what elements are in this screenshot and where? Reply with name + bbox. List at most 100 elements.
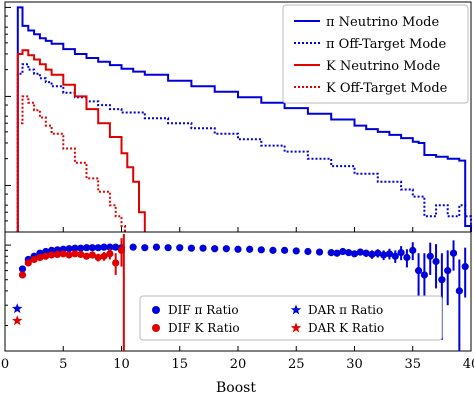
data-point	[59, 250, 67, 258]
legend-marker	[290, 304, 302, 315]
x-tick-label: 15	[171, 357, 188, 372]
data-point	[246, 245, 254, 253]
bottom-y-ticks	[5, 244, 11, 326]
data-point	[426, 252, 434, 260]
data-point	[88, 244, 96, 252]
top-panel: π Neutrino Mode π Off-Target Mode K Neutri…	[4, 1, 472, 233]
data-point	[164, 244, 172, 252]
data-point	[339, 247, 347, 256]
data-point	[304, 247, 312, 256]
data-point	[455, 287, 463, 295]
data-point	[211, 245, 219, 253]
data-point	[30, 255, 38, 264]
data-point	[82, 244, 91, 252]
data-point	[449, 249, 458, 257]
legend-top: π Neutrino Mode π Off-Target Mode K Neutri…	[282, 4, 469, 104]
x-axis-label: Boost	[216, 380, 256, 396]
series-line-top-1	[16, 63, 472, 232]
data-point	[94, 244, 102, 252]
data-point	[94, 253, 102, 262]
data-point	[88, 251, 96, 259]
data-point	[269, 246, 277, 254]
data-point	[100, 243, 108, 251]
data-point	[18, 265, 27, 273]
data-point	[176, 244, 184, 252]
data-point	[327, 249, 335, 257]
data-point	[12, 303, 23, 314]
data-point	[403, 253, 411, 262]
data-point	[187, 244, 195, 252]
data-point	[129, 243, 137, 251]
legend-label: DAR π Ratio	[308, 303, 383, 317]
data-point	[65, 251, 73, 259]
x-tick-label: 5	[59, 357, 67, 372]
legend-bottom-box	[139, 295, 443, 341]
data-point	[461, 263, 469, 271]
data-point	[152, 243, 161, 251]
data-point	[397, 249, 405, 257]
x-axis-ticks: 0 5 10 15 20 25 30 35 40	[1, 227, 474, 372]
x-tick-label: 35	[404, 357, 421, 372]
data-point	[71, 244, 79, 252]
series-line-top-2	[16, 49, 146, 232]
data-point	[65, 245, 73, 253]
data-point	[257, 246, 265, 254]
data-point	[71, 250, 79, 258]
data-point	[420, 271, 428, 279]
x-tick-label: 0	[1, 357, 9, 372]
data-point	[385, 250, 394, 258]
bottom-panel: DIF π Ratio DAR π Ratio DIF K Ratio DAR K R…	[1, 227, 474, 396]
data-point	[42, 252, 50, 260]
legend-label: π Off-Target Mode	[326, 37, 446, 52]
legend-top-box	[282, 4, 469, 104]
data-point	[100, 252, 108, 260]
data-point	[380, 251, 388, 259]
data-point	[356, 248, 364, 256]
legend-label: DIF K Ratio	[168, 321, 240, 335]
legend-bottom: DIF π Ratio DAR π Ratio DIF K Ratio DAR K R…	[139, 295, 443, 341]
data-point	[368, 250, 376, 259]
data-point	[112, 259, 120, 267]
legend-marker	[152, 306, 160, 314]
data-point	[432, 257, 440, 266]
series-line-top-3	[16, 95, 126, 232]
data-point	[333, 249, 341, 257]
data-point	[77, 244, 85, 252]
x-tick-label: 20	[230, 357, 247, 372]
data-point	[24, 259, 32, 267]
data-point	[12, 315, 23, 326]
data-point	[199, 244, 207, 252]
legend-label: K Off-Target Mode	[326, 81, 448, 96]
data-point	[222, 245, 230, 253]
data-point	[374, 249, 382, 257]
legend-label: π Neutrino Mode	[326, 15, 440, 30]
data-point	[281, 246, 289, 254]
x-tick-label: 40	[463, 357, 474, 372]
data-point	[414, 267, 423, 275]
data-point	[438, 276, 446, 284]
data-point	[391, 252, 399, 260]
x-tick-label: 10	[113, 357, 130, 372]
data-point	[18, 271, 27, 279]
data-point	[444, 267, 452, 275]
data-point	[234, 245, 242, 253]
data-point	[106, 243, 114, 251]
data-point	[82, 252, 91, 260]
data-point	[350, 250, 359, 258]
legend-marker	[290, 322, 302, 333]
data-point	[53, 250, 62, 259]
data-point	[345, 249, 353, 257]
legend-marker	[152, 324, 160, 332]
data-point	[36, 253, 44, 262]
data-point	[48, 251, 56, 259]
legend-label: DAR K Ratio	[308, 321, 384, 335]
x-tick-label: 30	[346, 357, 363, 372]
data-point	[112, 243, 120, 251]
series-line-top-0	[16, 6, 472, 232]
data-point	[409, 246, 417, 254]
data-point	[141, 244, 149, 252]
data-point	[106, 250, 114, 258]
top-series-group	[16, 6, 472, 232]
data-point	[315, 248, 324, 256]
